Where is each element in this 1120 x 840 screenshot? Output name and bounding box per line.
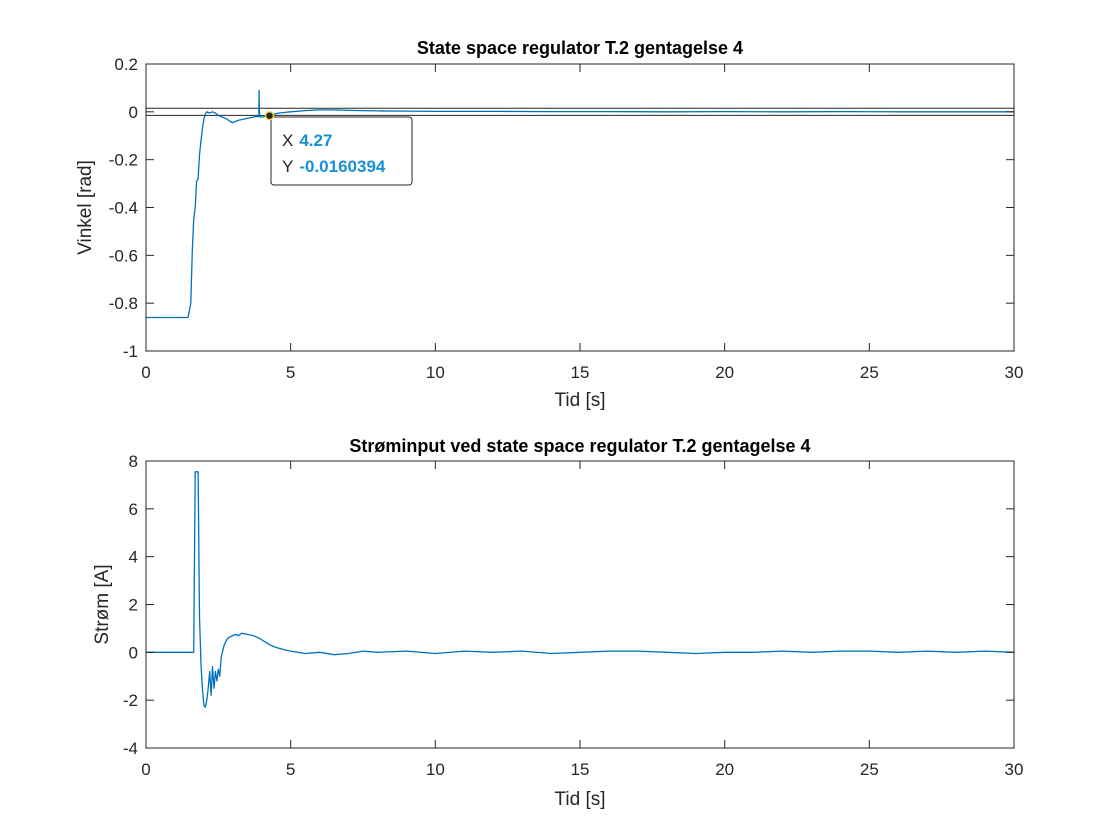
chart-top-plot-area — [146, 64, 1014, 351]
datatip-x-row: X 4.27 — [282, 131, 332, 150]
chart-bottom-xtick-label: 5 — [286, 760, 295, 779]
chart-top-ylabel: Vinkel [rad] — [75, 160, 96, 255]
datatip-marker[interactable] — [264, 110, 275, 121]
chart-bottom-ytick-label: 2 — [129, 596, 138, 615]
chart-top-y-ticks: -1 -0.8 -0.6 -0.4 -0.2 0 0.2 — [109, 55, 1014, 361]
chart-bottom-xtick-label: 10 — [426, 760, 445, 779]
chart-top-xtick-label: 15 — [571, 363, 590, 382]
datatip-y-key: Y — [282, 157, 293, 176]
chart-top-ytick-label: 0.2 — [114, 55, 138, 74]
chart-top-ytick-label: -1 — [123, 342, 138, 361]
chart-bottom-series-line — [146, 471, 1015, 708]
chart-top-xtick-label: 20 — [715, 363, 734, 382]
chart-bottom-ytick-label: -4 — [123, 739, 138, 758]
chart-bottom-ytick-label: 0 — [129, 643, 138, 662]
chart-bottom: Strøminput ved state space regulator T.2… — [92, 436, 1023, 810]
chart-bottom-xtick-label: 0 — [141, 760, 150, 779]
chart-top-x-ticks: 0 5 10 15 20 25 30 — [141, 64, 1023, 382]
chart-bottom-axes-box — [145, 460, 1015, 749]
chart-bottom-ytick-label: 4 — [129, 548, 138, 567]
chart-bottom-ytick-label: 8 — [129, 452, 138, 471]
datatip-y-value: -0.0160394 — [299, 157, 386, 176]
datatip-x-value: 4.27 — [299, 131, 332, 150]
chart-top-ytick-label: 0 — [129, 103, 138, 122]
chart-bottom-series-group — [146, 471, 1015, 708]
datatip-x-key: X — [282, 131, 293, 150]
chart-bottom-xlabel: Tid [s] — [554, 789, 605, 810]
chart-bottom-ylabel: Strøm [A] — [92, 564, 113, 644]
chart-top-xtick-label: 5 — [286, 363, 295, 382]
chart-top-ytick-label: -0.8 — [109, 294, 138, 313]
chart-top-axes-box — [145, 63, 1015, 352]
chart-bottom-xtick-label: 15 — [571, 760, 590, 779]
chart-top-ytick-label: -0.4 — [109, 199, 138, 218]
datatip[interactable]: X 4.27 Y -0.0160394 — [264, 110, 413, 186]
chart-bottom-plot-area — [146, 461, 1014, 748]
chart-top-xlabel: Tid [s] — [554, 390, 605, 411]
chart-top: State space regulator T.2 gentagelse 4 T… — [75, 38, 1023, 411]
datatip-y-row: Y -0.0160394 — [282, 157, 386, 176]
chart-top-reference-lines — [146, 107, 1014, 116]
datatip-box — [270, 116, 413, 186]
chart-bottom-xtick-label: 20 — [715, 760, 734, 779]
chart-top-title: State space regulator T.2 gentagelse 4 — [417, 38, 743, 58]
chart-top-xtick-label: 25 — [860, 363, 879, 382]
chart-bottom-ytick-label: -2 — [123, 691, 138, 710]
chart-bottom-title: Strøminput ved state space regulator T.2… — [349, 436, 810, 456]
chart-bottom-ytick-label: 6 — [129, 500, 138, 519]
chart-top-xtick-label: 0 — [141, 363, 150, 382]
chart-top-ytick-label: -0.2 — [109, 151, 138, 170]
chart-bottom-xtick-label: 30 — [1005, 760, 1024, 779]
chart-top-xtick-label: 10 — [426, 363, 445, 382]
chart-bottom-x-ticks: 0 5 10 15 20 25 30 — [141, 461, 1023, 779]
chart-top-ytick-label: -0.6 — [109, 246, 138, 265]
chart-top-xtick-label: 30 — [1005, 363, 1024, 382]
chart-top-series-line — [146, 89, 1014, 319]
chart-bottom-xtick-label: 25 — [860, 760, 879, 779]
chart-top-series-group — [146, 89, 1014, 319]
